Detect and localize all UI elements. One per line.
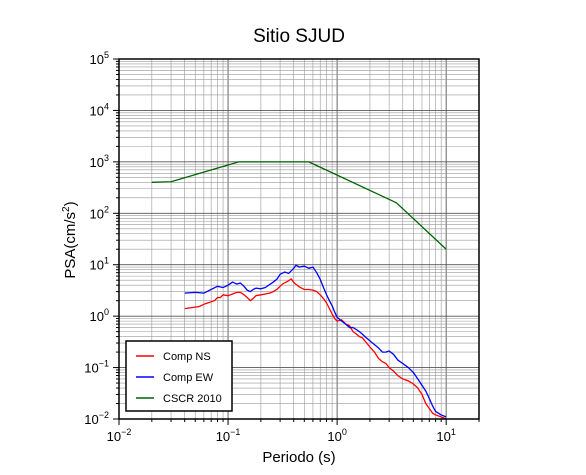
y-axis-label-base: PSA(cm/s bbox=[62, 212, 79, 279]
y-tick-label-base: 10 bbox=[90, 52, 104, 67]
legend-label-comp-ew: Comp EW bbox=[163, 372, 214, 384]
y-tick-label-base: 10 bbox=[84, 412, 98, 427]
y-tick-label: 10−1 bbox=[84, 359, 109, 376]
y-tick-label-exp: −1 bbox=[99, 359, 109, 369]
legend-box bbox=[125, 340, 233, 412]
y-tick-label-base: 10 bbox=[90, 103, 104, 118]
y-tick-label-exp: −2 bbox=[99, 410, 109, 420]
chart-title: Sitio SJUD bbox=[253, 26, 345, 47]
legend-label-comp-ns: Comp NS bbox=[163, 351, 211, 363]
series-layer bbox=[151, 161, 447, 420]
y-tick-label-base: 10 bbox=[90, 309, 104, 324]
y-tick-label: 104 bbox=[90, 101, 109, 118]
y-tick-label-base: 10 bbox=[84, 361, 98, 376]
y-tick-label: 10−2 bbox=[84, 410, 109, 427]
x-tick-label-exp: −2 bbox=[121, 427, 131, 437]
x-tick-label-exp: 0 bbox=[342, 427, 347, 437]
y-tick-label: 105 bbox=[90, 50, 109, 67]
y-axis-label-exp: 2 bbox=[61, 206, 72, 212]
legend: Comp NS Comp EW CSCR 2010 bbox=[125, 340, 233, 412]
x-tick-label: 100 bbox=[327, 427, 346, 444]
x-tick-label-base: 10 bbox=[436, 429, 450, 444]
x-tick-label-exp: −1 bbox=[230, 427, 240, 437]
series-line-comp-ew bbox=[184, 264, 447, 418]
plot-frame bbox=[118, 58, 480, 420]
y-tick-label-exp: 1 bbox=[104, 256, 109, 266]
y-tick-label-exp: 5 bbox=[104, 50, 109, 60]
grid bbox=[118, 58, 480, 420]
y-axis-label: PSA(cm/s2) bbox=[61, 201, 79, 278]
y-tick-label-base: 10 bbox=[90, 155, 104, 170]
y-tick-label: 102 bbox=[90, 204, 109, 221]
series-line-cscr-2010 bbox=[151, 161, 447, 250]
y-tick-label-base: 10 bbox=[90, 206, 104, 221]
x-tick-label: 10−1 bbox=[216, 427, 241, 444]
y-tick-label-exp: 0 bbox=[104, 307, 109, 317]
y-axis-label-close: ) bbox=[62, 201, 79, 206]
series-line-comp-ns bbox=[184, 278, 447, 420]
x-tick-label-base: 10 bbox=[107, 429, 121, 444]
x-axis-label: Periodo (s) bbox=[262, 449, 335, 466]
x-tick-label: 10−2 bbox=[107, 427, 132, 444]
x-tick-label-base: 10 bbox=[216, 429, 230, 444]
y-tick-label-exp: 4 bbox=[104, 101, 109, 111]
x-tick-label: 101 bbox=[436, 427, 455, 444]
y-tick-label: 103 bbox=[90, 153, 109, 170]
y-tick-label: 101 bbox=[90, 256, 109, 273]
x-tick-label-exp: 1 bbox=[451, 427, 456, 437]
y-tick-label-exp: 2 bbox=[104, 204, 109, 214]
y-tick-label-exp: 3 bbox=[104, 153, 109, 163]
y-tick-label-base: 10 bbox=[90, 258, 104, 273]
y-tick-label: 100 bbox=[90, 307, 109, 324]
legend-label-cscr-2010: CSCR 2010 bbox=[163, 393, 222, 405]
x-tick-label-base: 10 bbox=[327, 429, 341, 444]
